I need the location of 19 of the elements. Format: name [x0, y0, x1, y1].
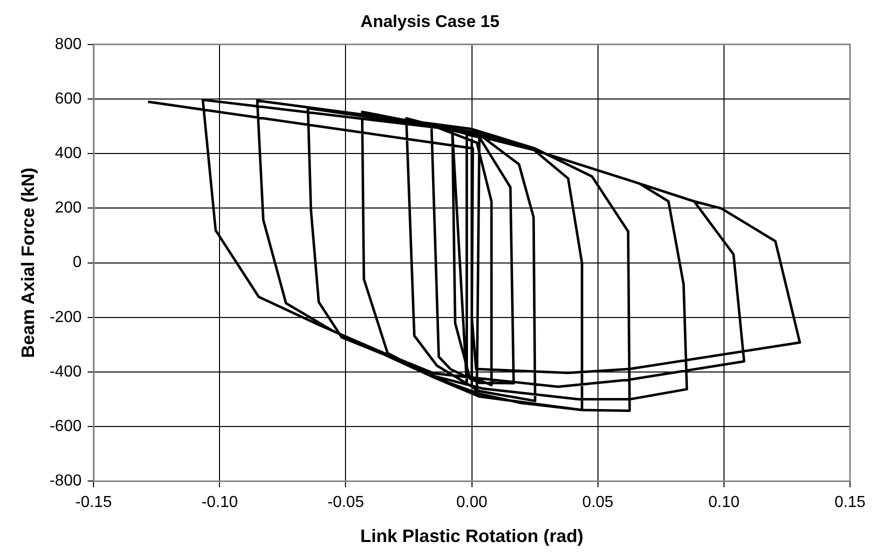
y-tick-label: -400: [50, 363, 82, 380]
y-tick-label: -800: [50, 472, 82, 490]
x-axis-title: Link Plastic Rotation (rad): [360, 526, 584, 546]
y-tick-label: 400: [54, 145, 82, 162]
y-axis-title: Beam Axial Force (kN): [18, 168, 38, 358]
x-tick-label: 0.05: [582, 494, 614, 512]
y-tick-label: -200: [50, 308, 82, 326]
y-tick-label: -600: [50, 418, 82, 436]
y-tick-label: 800: [54, 36, 82, 53]
x-tick-label: 0.00: [456, 494, 488, 512]
chart-title: Analysis Case 15: [360, 12, 500, 31]
x-tick-label: -0.05: [328, 494, 364, 512]
x-tick-label: 0.10: [708, 494, 740, 512]
y-tick-label: 200: [54, 200, 82, 217]
y-tick-label: 0: [72, 254, 82, 272]
y-tick-label: 600: [54, 90, 82, 108]
x-tick-label: 0.15: [834, 494, 866, 512]
x-tick-label: -0.10: [201, 494, 238, 512]
x-tick-label: -0.15: [75, 494, 112, 512]
